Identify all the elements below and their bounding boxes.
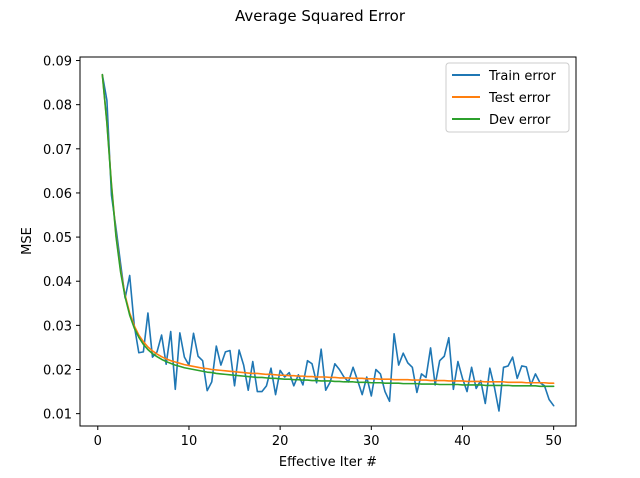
x-tick-label: 10: [181, 434, 198, 449]
series-line-test-error: [101, 73, 555, 384]
legend-label-test: Test error: [488, 91, 551, 106]
y-tick-label: 0.05: [43, 231, 72, 246]
y-tick-label: 0.03: [43, 319, 72, 334]
y-tick-label: 0.01: [43, 408, 72, 423]
x-tick-label: 50: [545, 434, 562, 449]
y-axis-label: MSE: [20, 227, 35, 255]
y-tick-label: 0.02: [43, 364, 72, 379]
legend-label-train: Train error: [488, 69, 556, 84]
plot-area: [101, 73, 555, 412]
x-tick-label: 20: [272, 434, 289, 449]
legend-label-dev: Dev error: [489, 113, 551, 128]
x-tick-label: 0: [94, 434, 102, 449]
axes-frame: [79, 56, 577, 427]
legend: Train error Test error Dev error: [445, 62, 570, 133]
x-tick-label: 40: [454, 434, 471, 449]
y-tick-label: 0.08: [43, 99, 72, 114]
x-tick-label: 30: [363, 434, 380, 449]
y-tick-label: 0.09: [43, 55, 72, 70]
y-axis-ticks: 0.01 0.02 0.03 0.04 0.05 0.06 0.07 0.08 0.09: [43, 55, 80, 423]
legend-frame: [445, 62, 570, 133]
y-tick-label: 0.07: [43, 143, 72, 158]
y-tick-label: 0.06: [43, 187, 72, 202]
x-axis-ticks: 0 10 20 30 40 50: [94, 426, 562, 449]
series-line-dev-error: [101, 73, 555, 388]
chart-title: Average Squared Error: [235, 7, 406, 25]
y-tick-label: 0.04: [43, 275, 72, 290]
x-axis-label: Effective Iter #: [279, 455, 377, 470]
